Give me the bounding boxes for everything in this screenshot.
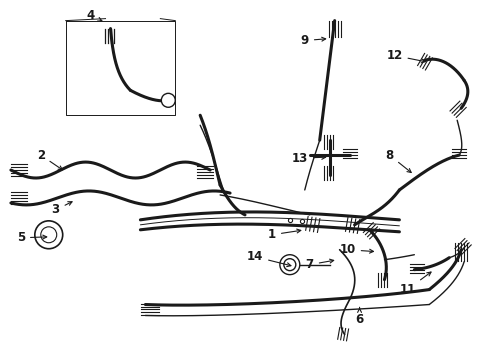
- Text: 3: 3: [51, 202, 72, 216]
- Circle shape: [280, 255, 300, 275]
- Text: 14: 14: [247, 250, 291, 267]
- Text: 7: 7: [306, 258, 334, 271]
- Text: 9: 9: [301, 34, 326, 47]
- Text: 13: 13: [292, 152, 326, 165]
- Text: 5: 5: [17, 231, 47, 244]
- Text: 11: 11: [399, 272, 431, 296]
- Text: 2: 2: [37, 149, 62, 170]
- Text: 12: 12: [386, 49, 425, 63]
- Text: 10: 10: [340, 243, 373, 256]
- Circle shape: [161, 93, 175, 107]
- Text: 1: 1: [268, 228, 301, 241]
- Text: 6: 6: [355, 307, 364, 326]
- Text: 4: 4: [86, 9, 102, 22]
- Text: 8: 8: [385, 149, 411, 172]
- Circle shape: [284, 259, 296, 271]
